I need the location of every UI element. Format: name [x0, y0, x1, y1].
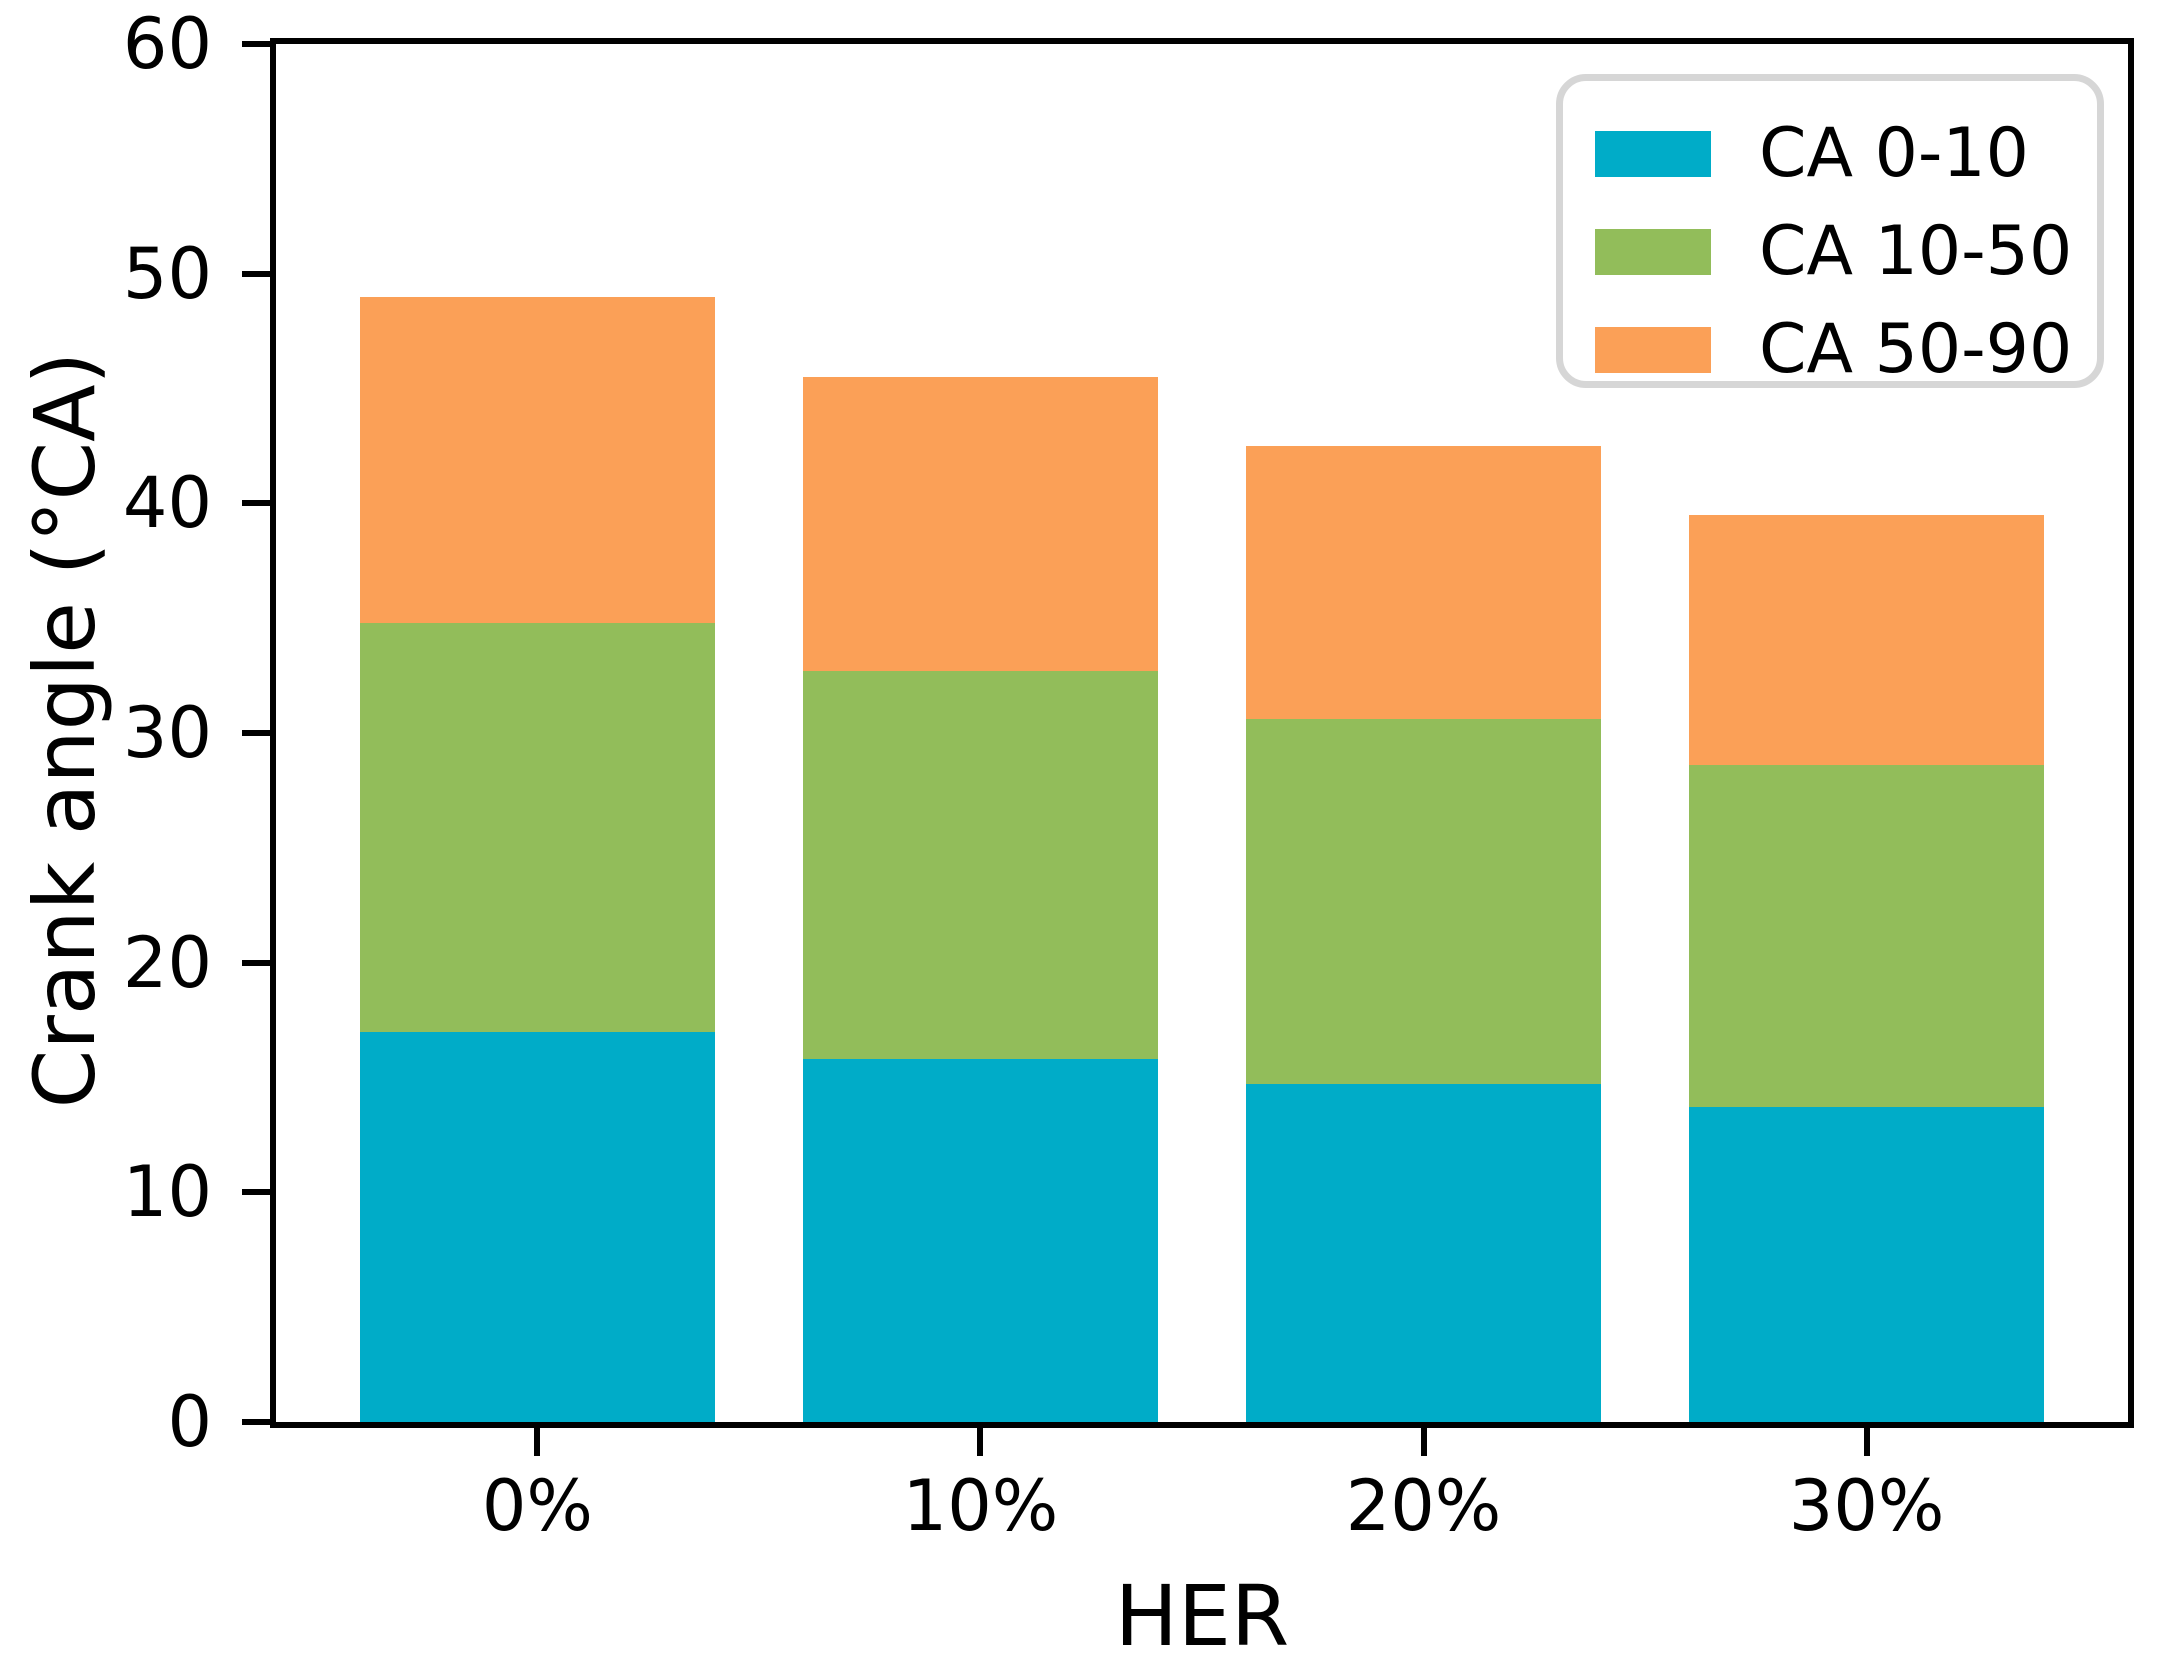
- bar-segment-ca-50-90: [1246, 445, 1601, 720]
- bar-segment-ca-50-90: [360, 296, 715, 623]
- bar-segment-ca-10-50: [803, 671, 1158, 1060]
- bar-segment-ca-0-10: [1689, 1107, 2044, 1422]
- bar-segment-ca-0-10: [803, 1059, 1158, 1422]
- x-tick-mark: [977, 1428, 984, 1456]
- y-tick-mark: [242, 959, 270, 966]
- legend: CA 0-10 CA 10-50 CA 50-90: [1556, 74, 2104, 389]
- legend-item: CA 0-10: [1595, 105, 2097, 203]
- y-tick-label: 30: [122, 692, 212, 774]
- bar-segment-ca-50-90: [803, 377, 1158, 671]
- bar-segment-ca-0-10: [360, 1031, 715, 1422]
- bar-segment-ca-10-50: [360, 622, 715, 1032]
- y-tick-label: 40: [122, 462, 212, 545]
- bar-segment-ca-10-50: [1246, 719, 1601, 1085]
- y-tick-mark: [242, 270, 270, 277]
- y-tick-label: 0: [167, 1381, 212, 1463]
- y-tick-mark: [242, 730, 270, 736]
- x-tick-mark: [1420, 1428, 1427, 1456]
- legend-swatch-ca-50-90: [1595, 327, 1711, 373]
- legend-swatch-ca-0-10: [1595, 131, 1711, 177]
- bar-segment-ca-0-10: [1246, 1084, 1601, 1422]
- legend-swatch-ca-10-50: [1595, 229, 1711, 275]
- legend-label: CA 0-10: [1759, 114, 2029, 193]
- y-tick-label: 20: [122, 921, 212, 1004]
- x-tick-label: 0%: [481, 1465, 593, 1547]
- x-tick-label: 10%: [902, 1465, 1059, 1547]
- y-tick-label: 50: [122, 232, 212, 315]
- legend-label: CA 50-90: [1759, 310, 2073, 389]
- y-tick-label: 60: [122, 3, 212, 85]
- legend-item: CA 50-90: [1595, 301, 2097, 399]
- x-tick-label: 30%: [1788, 1465, 1945, 1547]
- x-tick-mark: [1863, 1428, 1870, 1456]
- legend-item: CA 10-50: [1595, 203, 2097, 301]
- bar-segment-ca-50-90: [1689, 514, 2044, 766]
- y-tick-mark: [242, 1189, 270, 1196]
- y-tick-mark: [242, 1419, 270, 1425]
- y-tick-mark: [242, 41, 270, 47]
- bar-segment-ca-10-50: [1689, 765, 2044, 1108]
- x-tick-mark: [534, 1428, 541, 1456]
- y-tick-label: 10: [122, 1151, 212, 1234]
- x-axis-title: HER: [1114, 1567, 1290, 1665]
- x-tick-label: 20%: [1345, 1465, 1502, 1547]
- legend-label: CA 10-50: [1759, 212, 2073, 291]
- y-tick-mark: [242, 500, 270, 507]
